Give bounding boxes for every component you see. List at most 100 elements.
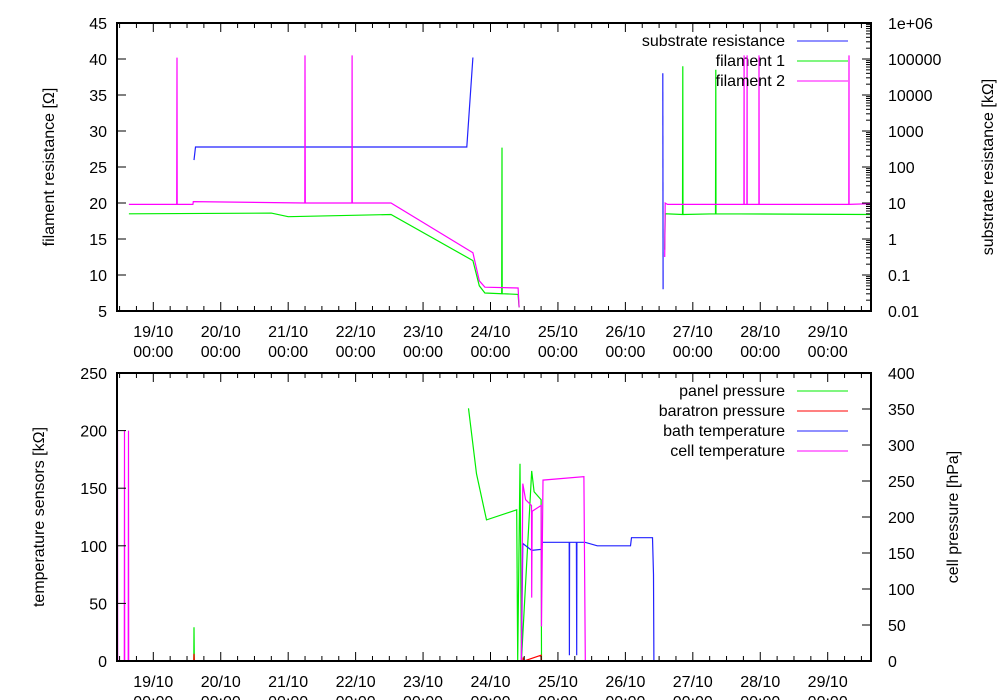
x-tick-time-label: 00:00 bbox=[336, 694, 376, 700]
series-line-bath-temperature-0 bbox=[117, 537, 871, 662]
series-line-panel-pressure-1 bbox=[467, 408, 543, 662]
x-tick-label: 20/10 bbox=[201, 674, 241, 691]
x-tick-label: 19/10 bbox=[133, 674, 173, 691]
x-tick-label: 27/10 bbox=[673, 674, 713, 691]
x-tick-time-label: 00:00 bbox=[538, 344, 578, 361]
y-axis-label: filament resistance [Ω] bbox=[41, 88, 58, 247]
y-tick-label: 10 bbox=[89, 268, 107, 285]
x-tick-time-label: 00:00 bbox=[673, 694, 713, 700]
x-tick-time-label: 00:00 bbox=[605, 344, 645, 361]
x-tick-time-label: 00:00 bbox=[605, 694, 645, 700]
legend-label: filament 1 bbox=[716, 53, 785, 70]
x-tick-label: 22/10 bbox=[336, 674, 376, 691]
legend-label: baratron pressure bbox=[659, 403, 785, 420]
legend-label: panel pressure bbox=[679, 383, 785, 400]
y2-tick-label: 300 bbox=[888, 438, 915, 455]
y-tick-label: 25 bbox=[89, 160, 107, 177]
x-tick-label: 19/10 bbox=[133, 324, 173, 341]
series-line-filament-1-0 bbox=[128, 147, 520, 308]
y-tick-label: 250 bbox=[80, 366, 107, 383]
series-line-filament-1-1 bbox=[664, 66, 871, 250]
y2-tick-label: 10000 bbox=[888, 88, 933, 105]
series-line-baratron-pressure-0 bbox=[117, 653, 871, 662]
x-tick-time-label: 00:00 bbox=[268, 694, 308, 700]
y-tick-label: 40 bbox=[89, 52, 107, 69]
y-tick-label: 0 bbox=[98, 654, 107, 671]
x-tick-label: 23/10 bbox=[403, 674, 443, 691]
x-tick-label: 22/10 bbox=[336, 324, 376, 341]
y-tick-label: 150 bbox=[80, 481, 107, 498]
y2-tick-label: 200 bbox=[888, 510, 915, 527]
x-tick-label: 29/10 bbox=[808, 324, 848, 341]
y2-tick-label: 0.01 bbox=[888, 304, 919, 321]
x-tick-time-label: 00:00 bbox=[336, 344, 376, 361]
x-tick-label: 28/10 bbox=[740, 324, 780, 341]
x-tick-time-label: 00:00 bbox=[201, 694, 241, 700]
y2-axis-label: cell pressure [hPa] bbox=[945, 451, 962, 584]
y-tick-label: 100 bbox=[80, 539, 107, 556]
legend-label: bath temperature bbox=[663, 423, 785, 440]
y2-tick-label: 100 bbox=[888, 160, 915, 177]
x-tick-label: 26/10 bbox=[605, 674, 645, 691]
chart-panel-2: panel pressure baratron pressure bath temp… bbox=[31, 366, 962, 700]
y2-tick-label: 400 bbox=[888, 366, 915, 383]
y-tick-label: 50 bbox=[89, 596, 107, 613]
x-tick-label: 21/10 bbox=[268, 324, 308, 341]
x-tick-label: 28/10 bbox=[740, 674, 780, 691]
y-tick-label: 20 bbox=[89, 196, 107, 213]
x-tick-label: 21/10 bbox=[268, 674, 308, 691]
y2-axis-label: substrate resistance [kΩ] bbox=[980, 79, 997, 255]
y2-tick-label: 1 bbox=[888, 232, 897, 249]
x-tick-time-label: 00:00 bbox=[740, 694, 780, 700]
y2-tick-label: 250 bbox=[888, 474, 915, 491]
y2-tick-label: 0.1 bbox=[888, 268, 910, 285]
series-line-cell-temperature-1 bbox=[520, 476, 586, 662]
series-line-substrate-resistance-0 bbox=[193, 57, 474, 161]
y2-tick-label: 10 bbox=[888, 196, 906, 213]
x-tick-time-label: 00:00 bbox=[403, 694, 443, 700]
y-tick-label: 15 bbox=[89, 232, 107, 249]
x-tick-time-label: 00:00 bbox=[403, 344, 443, 361]
y-axis-label: temperature sensors [kΩ] bbox=[31, 427, 48, 607]
y-tick-label: 200 bbox=[80, 424, 107, 441]
series-line-filament-2-0 bbox=[128, 55, 520, 308]
y-tick-label: 5 bbox=[98, 304, 107, 321]
x-tick-time-label: 00:00 bbox=[673, 344, 713, 361]
x-tick-time-label: 00:00 bbox=[470, 694, 510, 700]
y2-tick-label: 100 bbox=[888, 582, 915, 599]
x-tick-label: 27/10 bbox=[673, 324, 713, 341]
y2-tick-label: 1e+06 bbox=[888, 16, 933, 33]
x-tick-time-label: 00:00 bbox=[201, 344, 241, 361]
y-tick-label: 30 bbox=[89, 124, 107, 141]
y2-tick-label: 150 bbox=[888, 546, 915, 563]
x-tick-label: 24/10 bbox=[470, 674, 510, 691]
x-tick-label: 26/10 bbox=[605, 324, 645, 341]
x-tick-label: 24/10 bbox=[470, 324, 510, 341]
series-line-filament-2-1 bbox=[664, 55, 871, 258]
x-tick-time-label: 00:00 bbox=[538, 694, 578, 700]
chart-panel-1: substrate resistance filament 1 filament 2… bbox=[41, 16, 997, 361]
x-tick-time-label: 00:00 bbox=[470, 344, 510, 361]
x-tick-time-label: 00:00 bbox=[133, 344, 173, 361]
legend-label: substrate resistance bbox=[642, 33, 785, 50]
x-tick-label: 25/10 bbox=[538, 674, 578, 691]
legend-label: cell temperature bbox=[670, 443, 785, 460]
y-tick-label: 35 bbox=[89, 88, 107, 105]
y2-tick-label: 50 bbox=[888, 618, 906, 635]
x-tick-label: 25/10 bbox=[538, 324, 578, 341]
x-tick-time-label: 00:00 bbox=[740, 344, 780, 361]
y2-tick-label: 1000 bbox=[888, 124, 924, 141]
y-tick-label: 45 bbox=[89, 16, 107, 33]
y2-tick-label: 350 bbox=[888, 402, 915, 419]
y2-tick-label: 100000 bbox=[888, 52, 941, 69]
x-tick-label: 20/10 bbox=[201, 324, 241, 341]
x-tick-time-label: 00:00 bbox=[133, 694, 173, 700]
y2-tick-label: 0 bbox=[888, 654, 897, 671]
legend-label: filament 2 bbox=[716, 73, 785, 90]
x-tick-time-label: 00:00 bbox=[808, 694, 848, 700]
x-tick-label: 29/10 bbox=[808, 674, 848, 691]
x-tick-time-label: 00:00 bbox=[268, 344, 308, 361]
x-tick-time-label: 00:00 bbox=[808, 344, 848, 361]
